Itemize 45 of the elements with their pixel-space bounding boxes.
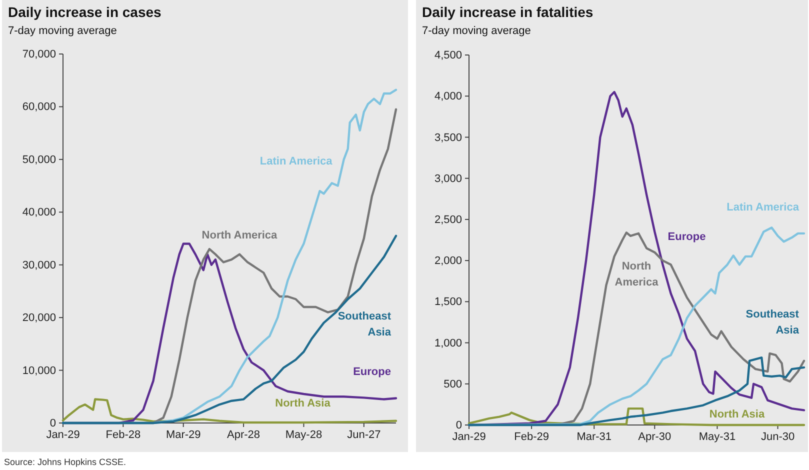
x-tick-label: Mar-29 [166,428,201,441]
y-tick-label: 2,000 [434,255,462,268]
x-tick-label: Mar-31 [576,430,612,443]
series-label: Europe [668,231,706,243]
x-tick-label: May-31 [698,430,736,443]
y-tick-label: 40,000 [22,206,56,219]
series-label: Southeast Asia [338,310,392,339]
y-tick-label: 70,000 [22,48,56,61]
y-tick-label: 50,000 [22,154,56,166]
series-label: North America [202,230,278,242]
series-label: North America [614,260,660,289]
x-tick-label: May-28 [285,428,322,441]
text: Southeast Asia [746,308,800,337]
chart-title: Daily increase in cases [8,4,162,20]
y-tick-label: 4,000 [434,90,462,103]
x-tick-label: Jan-29 [452,430,486,443]
y-tick-label: 0 [50,418,56,430]
y-tick-label: 1,000 [434,337,462,350]
y-tick-label: 20,000 [22,312,56,324]
y-tick-label: 4,500 [434,50,462,62]
x-tick-label: Jan-29 [46,428,80,441]
y-tick-label: 3,000 [434,172,462,185]
x-tick-label: Feb-29 [514,430,549,443]
source-note: Source: Johns Hopkins CSSE. [4,457,126,467]
series-label: Europe [353,366,392,378]
x-tick-label: Jun-30 [760,430,795,443]
x-tick-label: Feb-28 [106,428,141,441]
y-tick-label: 1,500 [434,296,462,308]
y-tick-label: 0 [456,420,462,432]
series-label: North Asia [709,408,766,421]
series-label: North Asia [275,397,332,410]
x-tick-label: Apr-28 [227,428,260,441]
y-tick-label: 60,000 [22,101,56,114]
chart-subtitle: 7-day moving average [422,25,531,37]
chart-title: Daily increase in fatalities [422,4,594,20]
x-tick-label: Apr-30 [638,430,672,443]
y-tick-label: 2,500 [434,214,462,226]
y-tick-label: 10,000 [22,364,56,377]
y-tick-label: 3,500 [434,132,462,144]
chart-subtitle: 7-day moving average [8,25,117,37]
y-tick-label: 500 [444,378,462,390]
y-tick-label: 30,000 [22,259,56,272]
series-label: Latin America [260,156,334,168]
x-tick-label: Jun-27 [347,428,381,441]
series-label: Latin America [726,201,800,214]
